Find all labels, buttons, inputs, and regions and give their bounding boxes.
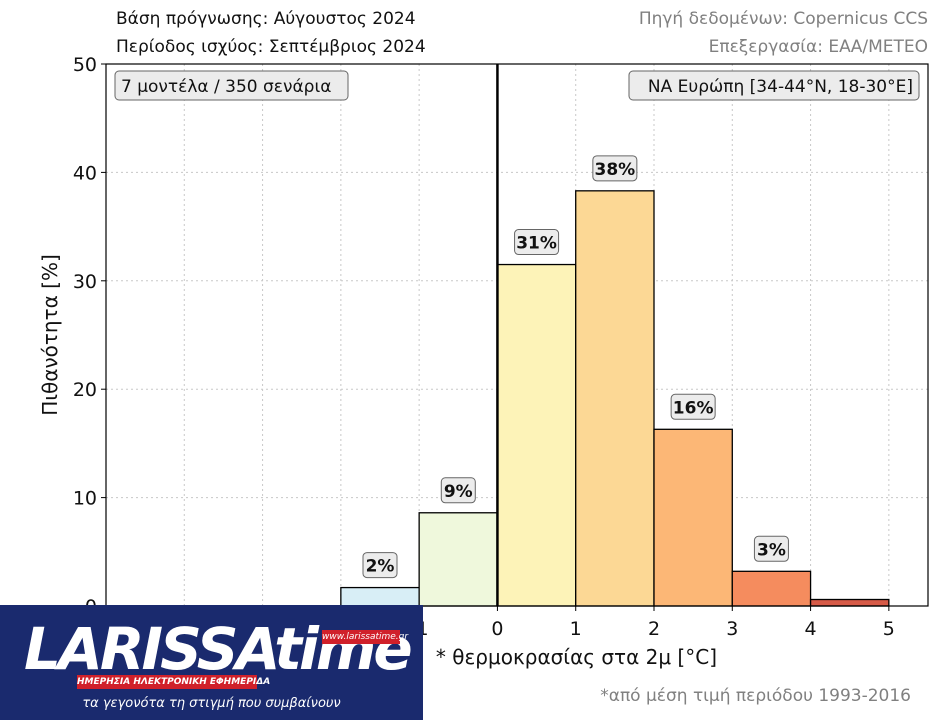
models-annotation: 7 μοντέλα / 350 σενάρια bbox=[121, 77, 331, 97]
logo-subtitle: ΗΜΕΡΗΣΙΑ ΗΛΕΚΤΡΟΝΙΚΗ ΕΦΗΜΕΡΙΔΑ bbox=[77, 675, 271, 689]
bar-label: 38% bbox=[595, 160, 636, 180]
y-tick-label: 30 bbox=[73, 271, 97, 293]
bar-label-box bbox=[753, 535, 789, 562]
bar-label-box bbox=[670, 393, 716, 420]
y-tick-label: 10 bbox=[73, 488, 97, 510]
processing-text: Επεξεργασία: ΕΑΑ/ΜΕΤΕΟ bbox=[708, 37, 928, 57]
base-forecast-text: Βάση πρόγνωσης: Αύγουστος 2024 bbox=[116, 9, 416, 29]
logo-url: www.larissatime.gr bbox=[322, 630, 409, 644]
histogram-bar bbox=[653, 428, 733, 607]
histogram-bar bbox=[418, 512, 499, 607]
y-tick-label: 50 bbox=[73, 54, 97, 76]
bars bbox=[340, 190, 890, 607]
bar-label-box bbox=[514, 229, 560, 256]
histogram-bar bbox=[809, 598, 890, 607]
bar-label-box bbox=[362, 552, 398, 579]
x-tick-label: 4 bbox=[805, 618, 817, 640]
larissatime-logo[interactable]: LARISSAtime www.larissatime.gr ΗΜΕΡΗΣΙΑ … bbox=[0, 605, 423, 720]
x-axis-label: * θερμοκρασίας στα 2μ [°C] bbox=[436, 645, 717, 669]
models-annotation-box bbox=[114, 70, 349, 101]
y-axis-label: Πιθανότητα [%] bbox=[38, 254, 62, 416]
x-tick-label: 0 bbox=[491, 618, 503, 640]
histogram-bar bbox=[731, 570, 812, 607]
annotation-boxes: 7 μοντέλα / 350 σενάρια ΝΑ Ευρώπη [34-44°… bbox=[114, 70, 920, 101]
bar-label: 16% bbox=[673, 398, 714, 418]
x-tick-label: 5 bbox=[883, 618, 895, 640]
bar-label: 3% bbox=[757, 540, 786, 560]
axes: 01020304050-1012345Πιθανότητα [%]* θερμο… bbox=[38, 54, 929, 669]
bar-label-box bbox=[440, 477, 476, 504]
bar-label: 2% bbox=[366, 557, 395, 577]
logo-wordmark: LARISSAtime bbox=[24, 615, 413, 683]
region-annotation-box bbox=[628, 70, 920, 101]
logo-tagline: τα γεγονότα τη στιγμή που συμβαίνουν bbox=[82, 696, 341, 711]
x-tick-label: 1 bbox=[570, 618, 582, 640]
histogram-bar bbox=[340, 586, 420, 607]
data-source-text: Πηγή δεδομένων: Copernicus CCS bbox=[638, 9, 928, 29]
footnote: *από μέση τιμή περιόδου 1993-2016 bbox=[600, 686, 911, 706]
bar-label: 31% bbox=[516, 234, 557, 254]
bar-label-box bbox=[592, 155, 638, 182]
plot-frame bbox=[105, 63, 929, 607]
y-tick-label: 40 bbox=[73, 162, 97, 184]
histogram-bar bbox=[496, 263, 577, 607]
y-tick-label: 20 bbox=[73, 379, 97, 401]
histogram-bar bbox=[575, 190, 655, 607]
bar-labels: 2% 9% 31% 38% 16% 3% bbox=[362, 155, 789, 579]
region-annotation: ΝΑ Ευρώπη [34-44°N, 18-30°E] bbox=[648, 77, 913, 97]
validity-period-text: Περίοδος ισχύος: Σεπτέμβριος 2024 bbox=[116, 37, 426, 57]
x-tick-label: 3 bbox=[726, 618, 738, 640]
x-tick-label: 2 bbox=[648, 618, 660, 640]
bar-label: 9% bbox=[444, 482, 473, 502]
